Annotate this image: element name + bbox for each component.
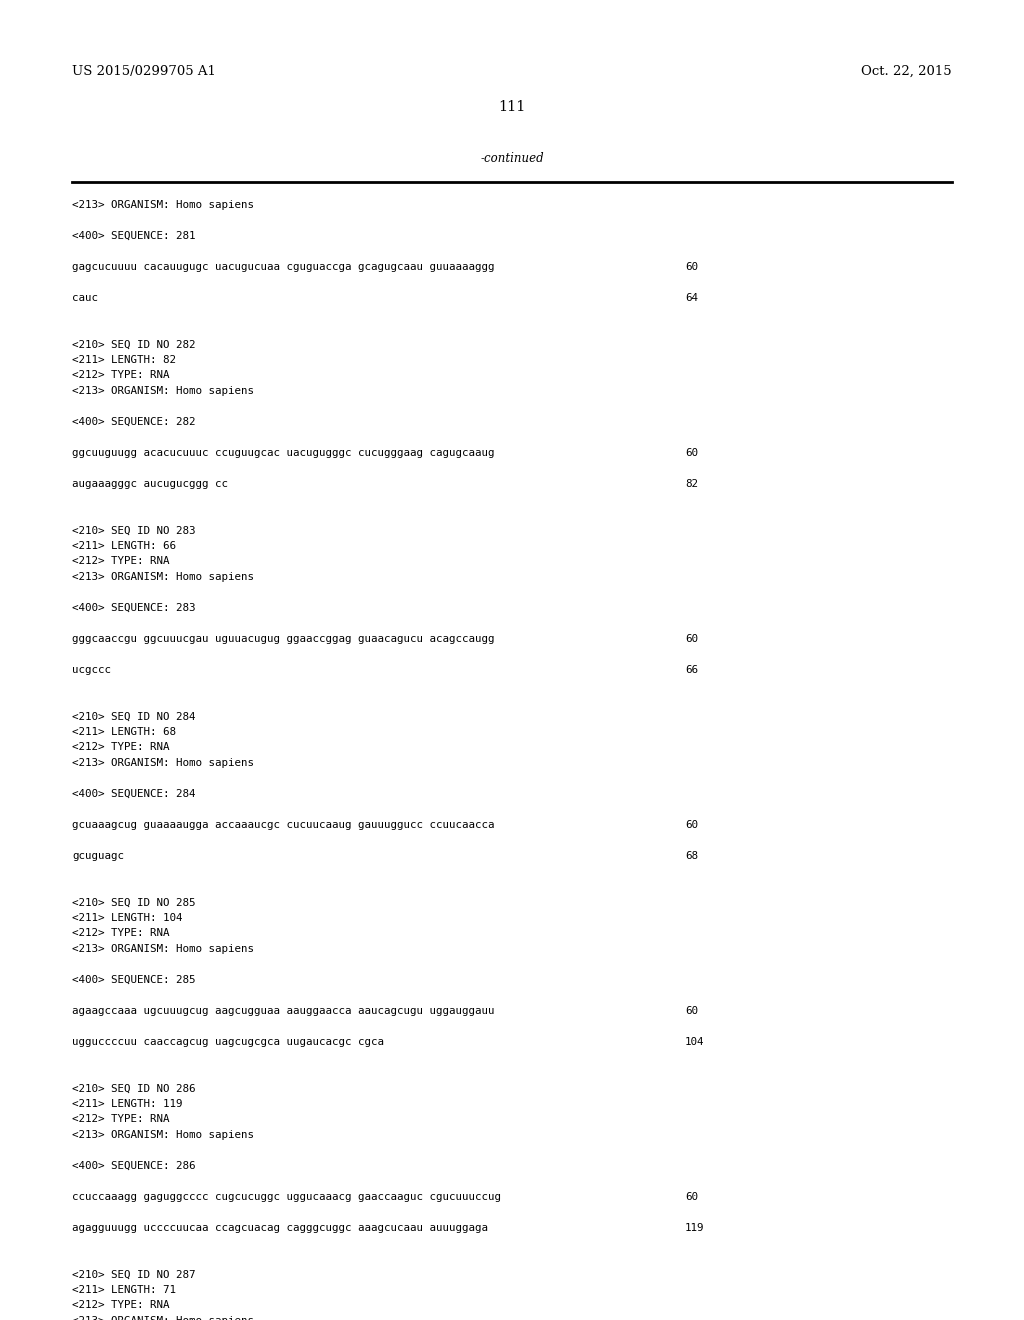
Text: <210> SEQ ID NO 286: <210> SEQ ID NO 286 (72, 1084, 196, 1093)
Text: ugguccccuu caaccagcug uagcugcgca uugaucacgc cgca: ugguccccuu caaccagcug uagcugcgca uugauca… (72, 1038, 384, 1047)
Text: 60: 60 (685, 261, 698, 272)
Text: 111: 111 (499, 100, 525, 114)
Text: <212> TYPE: RNA: <212> TYPE: RNA (72, 557, 170, 566)
Text: gggcaaccgu ggcuuucgau uguuacugug ggaaccggag guaacagucu acagccaugg: gggcaaccgu ggcuuucgau uguuacugug ggaaccg… (72, 634, 495, 644)
Text: <400> SEQUENCE: 285: <400> SEQUENCE: 285 (72, 975, 196, 985)
Text: <400> SEQUENCE: 283: <400> SEQUENCE: 283 (72, 603, 196, 612)
Text: <400> SEQUENCE: 281: <400> SEQUENCE: 281 (72, 231, 196, 242)
Text: <400> SEQUENCE: 282: <400> SEQUENCE: 282 (72, 417, 196, 426)
Text: <211> LENGTH: 71: <211> LENGTH: 71 (72, 1284, 176, 1295)
Text: <212> TYPE: RNA: <212> TYPE: RNA (72, 1300, 170, 1311)
Text: 82: 82 (685, 479, 698, 488)
Text: -continued: -continued (480, 152, 544, 165)
Text: <400> SEQUENCE: 284: <400> SEQUENCE: 284 (72, 789, 196, 799)
Text: <213> ORGANISM: Homo sapiens: <213> ORGANISM: Homo sapiens (72, 1130, 254, 1140)
Text: ccuccaaagg gaguggcccc cugcucuggc uggucaaacg gaaccaaguc cgucuuuccug: ccuccaaagg gaguggcccc cugcucuggc uggucaa… (72, 1192, 501, 1203)
Text: 60: 60 (685, 820, 698, 830)
Text: <210> SEQ ID NO 283: <210> SEQ ID NO 283 (72, 525, 196, 536)
Text: 64: 64 (685, 293, 698, 304)
Text: <400> SEQUENCE: 286: <400> SEQUENCE: 286 (72, 1162, 196, 1171)
Text: <211> LENGTH: 104: <211> LENGTH: 104 (72, 913, 182, 923)
Text: <213> ORGANISM: Homo sapiens: <213> ORGANISM: Homo sapiens (72, 944, 254, 954)
Text: <213> ORGANISM: Homo sapiens: <213> ORGANISM: Homo sapiens (72, 201, 254, 210)
Text: augaaagggc aucugucggg cc: augaaagggc aucugucggg cc (72, 479, 228, 488)
Text: <213> ORGANISM: Homo sapiens: <213> ORGANISM: Homo sapiens (72, 758, 254, 768)
Text: gagcucuuuu cacauugugc uacugucuaa cguguaccga gcagugcaau guuaaaaggg: gagcucuuuu cacauugugc uacugucuaa cguguac… (72, 261, 495, 272)
Text: ggcuuguugg acacucuuuc ccuguugcac uacugugggc cucugggaag cagugcaaug: ggcuuguugg acacucuuuc ccuguugcac uacugug… (72, 447, 495, 458)
Text: <212> TYPE: RNA: <212> TYPE: RNA (72, 742, 170, 752)
Text: 60: 60 (685, 634, 698, 644)
Text: 104: 104 (685, 1038, 705, 1047)
Text: 68: 68 (685, 851, 698, 861)
Text: agaagccaaa ugcuuugcug aagcugguaa aauggaacca aaucagcugu uggauggauu: agaagccaaa ugcuuugcug aagcugguaa aauggaa… (72, 1006, 495, 1016)
Text: cauc: cauc (72, 293, 98, 304)
Text: <211> LENGTH: 68: <211> LENGTH: 68 (72, 727, 176, 737)
Text: <212> TYPE: RNA: <212> TYPE: RNA (72, 1114, 170, 1125)
Text: <211> LENGTH: 119: <211> LENGTH: 119 (72, 1100, 182, 1109)
Text: <213> ORGANISM: Homo sapiens: <213> ORGANISM: Homo sapiens (72, 385, 254, 396)
Text: <213> ORGANISM: Homo sapiens: <213> ORGANISM: Homo sapiens (72, 1316, 254, 1320)
Text: gcuguagc: gcuguagc (72, 851, 124, 861)
Text: <212> TYPE: RNA: <212> TYPE: RNA (72, 928, 170, 939)
Text: 60: 60 (685, 447, 698, 458)
Text: US 2015/0299705 A1: US 2015/0299705 A1 (72, 65, 216, 78)
Text: <210> SEQ ID NO 284: <210> SEQ ID NO 284 (72, 711, 196, 722)
Text: <212> TYPE: RNA: <212> TYPE: RNA (72, 371, 170, 380)
Text: 60: 60 (685, 1006, 698, 1016)
Text: 66: 66 (685, 665, 698, 675)
Text: <210> SEQ ID NO 282: <210> SEQ ID NO 282 (72, 339, 196, 350)
Text: <211> LENGTH: 82: <211> LENGTH: 82 (72, 355, 176, 366)
Text: gcuaaagcug guaaaaugga accaaaucgc cucuucaaug gauuuggucc ccuucaacca: gcuaaagcug guaaaaugga accaaaucgc cucuuca… (72, 820, 495, 830)
Text: 60: 60 (685, 1192, 698, 1203)
Text: <210> SEQ ID NO 287: <210> SEQ ID NO 287 (72, 1270, 196, 1279)
Text: <211> LENGTH: 66: <211> LENGTH: 66 (72, 541, 176, 550)
Text: ucgccc: ucgccc (72, 665, 111, 675)
Text: Oct. 22, 2015: Oct. 22, 2015 (861, 65, 952, 78)
Text: <213> ORGANISM: Homo sapiens: <213> ORGANISM: Homo sapiens (72, 572, 254, 582)
Text: 119: 119 (685, 1224, 705, 1233)
Text: <210> SEQ ID NO 285: <210> SEQ ID NO 285 (72, 898, 196, 908)
Text: agagguuugg uccccuucaa ccagcuacag cagggcuggc aaagcucaau auuuggaga: agagguuugg uccccuucaa ccagcuacag cagggcu… (72, 1224, 488, 1233)
